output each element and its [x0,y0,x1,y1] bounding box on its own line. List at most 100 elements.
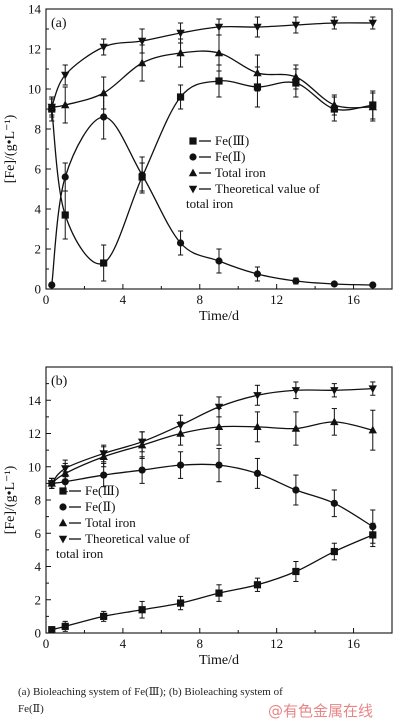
legend-label: Fe(Ⅱ) [85,499,116,514]
y-tick-label: 10 [28,82,41,97]
legend-label: total iron [56,546,104,561]
data-point-square [48,626,56,634]
x-tick-label: 12 [270,636,283,651]
watermark: @有色金属在线 [268,702,374,720]
y-tick-label: 4 [35,559,42,574]
data-point-square [138,606,146,614]
data-point-triangle-down [176,29,185,38]
data-point-square [292,567,300,576]
x-tick-label: 4 [120,292,127,307]
data-point-triangle [330,100,339,109]
data-point-triangle-down [330,387,339,395]
data-point-triangle [330,417,339,426]
x-tick-label: 4 [120,636,127,651]
legend-marker-circle [59,503,67,511]
data-point-circle [253,469,262,477]
legend-label: Total iron [85,515,136,530]
legend-label: Fe(Ⅲ) [85,483,119,498]
y-axis-title: [Fe]/(g•L⁻¹) [3,114,18,183]
x-tick-label: 8 [197,636,204,651]
data-point-circle [176,461,185,469]
chart-panel-b: 0 4 8 12 16 0 2 4 6 8 10 12 14 Time/d [Fe]/(g•L⁻¹) (b) F… [3,366,393,668]
data-point-circle [215,257,223,265]
series-triangle-down [47,381,377,489]
data-point-square [61,622,69,630]
data-point-square [61,211,69,219]
x-tick-label: 12 [270,292,283,307]
legend-marker-circle [189,153,197,161]
data-point-triangle-down [214,23,224,32]
legend-label: Theoretical value of [85,531,190,546]
x-tick-label: 0 [43,636,50,651]
panel-label: (b) [51,374,68,389]
data-point-triangle [253,68,262,77]
y-tick-label: 2 [35,592,42,607]
y-tick-label: 14 [28,2,42,17]
data-point-circle [48,281,56,289]
data-point-circle [292,277,300,285]
data-point-triangle-down [47,480,56,488]
data-point-circle [61,173,69,181]
x-axis-title: Time/d [199,309,239,324]
data-point-triangle-down [99,43,108,52]
legend-marker-triangle [188,168,198,177]
series-line [51,421,373,484]
y-tick-label: 14 [28,393,42,408]
series-triangle-down [47,16,377,116]
y-tick-label: 10 [28,459,41,474]
data-point-triangle-down [137,37,147,46]
legend-label: Fe(Ⅱ) [215,149,246,164]
data-point-circle [138,466,146,474]
series-square [48,64,377,282]
data-point-triangle [291,72,301,81]
y-tick-label: 0 [35,626,42,641]
caption-line-2: Fe(Ⅱ) [18,703,44,715]
legend-marker-square [59,487,67,495]
data-point-circle [138,171,146,179]
legend-marker-triangle-down [58,535,68,544]
data-point-triangle-down [47,103,56,112]
data-point-square [100,259,108,267]
data-point-square [176,599,185,607]
data-point-triangle-down [291,387,301,395]
legend-label: total iron [186,196,234,211]
y-tick-label: 12 [28,426,41,441]
x-tick-label: 0 [43,292,50,307]
y-tick-label: 0 [35,282,42,297]
legend-label: Theoretical value of [215,181,320,196]
data-point-square [176,93,185,101]
data-point-triangle [214,422,224,431]
data-point-triangle [137,58,147,67]
panel-label: (a) [51,16,67,31]
legend-marker-triangle-down [188,185,198,194]
series-line [51,463,374,528]
data-point-triangle-down [253,392,262,400]
legend-label: Total iron [215,165,266,180]
data-point-triangle [368,425,377,434]
data-point-triangle-down [176,421,185,430]
data-point-triangle-down [291,21,301,30]
data-point-circle [253,270,262,278]
data-point-triangle [291,424,301,432]
series-triangle [47,34,377,124]
data-point-square [253,581,262,589]
data-point-square [330,547,338,556]
data-point-triangle-down [368,19,377,28]
data-point-triangle-down [99,450,108,458]
chart-panel-a: 0 4 8 12 16 0 2 4 6 8 10 12 14 Time/d [Fe]/(g•L⁻¹) (a) F… [3,2,393,324]
data-point-circle [215,461,223,469]
series-line [51,387,373,484]
data-point-triangle-down [253,23,262,32]
caption-line-1: (a) Bioleaching system of Fe(Ⅲ); (b) Bio… [18,686,283,698]
x-tick-label: 8 [197,292,204,307]
data-point-triangle [253,422,262,431]
figure-caption: (a) Bioleaching system of Fe(Ⅲ); (b) Bio… [18,684,388,718]
data-point-circle [292,486,300,494]
data-point-triangle-down [61,71,70,80]
data-point-triangle [61,100,70,109]
y-tick-label: 4 [35,202,42,217]
y-axis-title: [Fe]/(g•L⁻¹) [3,465,18,534]
legend-marker-triangle [58,518,68,527]
